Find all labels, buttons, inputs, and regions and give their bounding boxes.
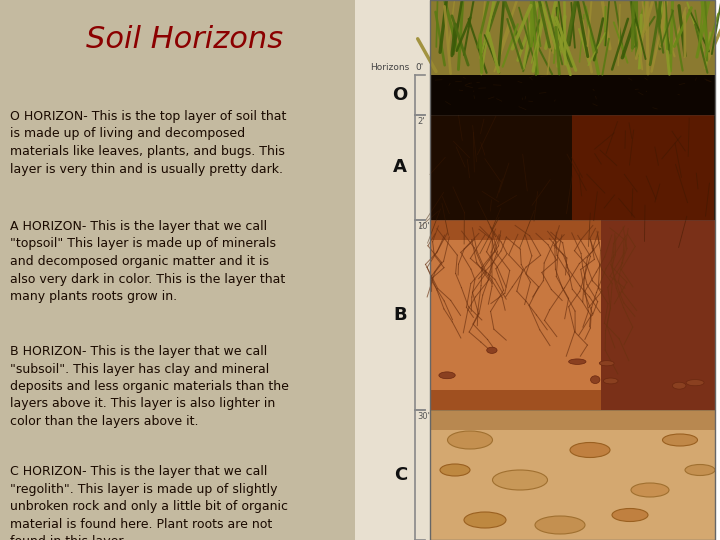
Bar (430, 75, 715, 95)
Ellipse shape (569, 359, 586, 364)
Ellipse shape (570, 442, 610, 457)
Bar (430, 0, 715, 75)
Bar (430, 410, 715, 430)
Bar (355, 0, 720, 540)
Ellipse shape (535, 516, 585, 534)
Text: O HORIZON- This is the top layer of soil that
is made up of living and decompose: O HORIZON- This is the top layer of soil… (10, 110, 287, 176)
Ellipse shape (440, 464, 470, 476)
Text: C: C (394, 466, 407, 484)
Bar (430, 220, 715, 410)
Ellipse shape (590, 376, 600, 383)
Bar (601, 220, 715, 410)
Ellipse shape (631, 483, 669, 497)
Ellipse shape (487, 347, 497, 353)
Text: 0': 0' (415, 63, 423, 72)
Ellipse shape (662, 434, 698, 446)
Ellipse shape (599, 361, 614, 366)
Ellipse shape (685, 464, 715, 476)
Text: O: O (392, 86, 407, 104)
Text: Horizons: Horizons (370, 63, 409, 72)
Ellipse shape (672, 382, 686, 389)
Text: 2': 2' (417, 117, 425, 126)
Ellipse shape (603, 378, 618, 384)
Ellipse shape (612, 509, 648, 522)
Ellipse shape (492, 470, 547, 490)
Text: B: B (393, 306, 407, 324)
Bar (0, 0, 360, 540)
Text: A HORIZON- This is the layer that we call
"topsoil" This layer is made up of min: A HORIZON- This is the layer that we cal… (10, 220, 285, 303)
Bar (430, 75, 715, 115)
Bar (430, 115, 715, 220)
Text: 30': 30' (417, 412, 430, 421)
Text: C HORIZON- This is the layer that we call
"regolith". This layer is made up of s: C HORIZON- This is the layer that we cal… (10, 465, 288, 540)
Bar (572, 115, 714, 220)
Text: 10': 10' (417, 222, 430, 231)
Bar (430, 240, 616, 390)
Text: B HORIZON- This is the layer that we call
"subsoil". This layer has clay and min: B HORIZON- This is the layer that we cal… (10, 345, 289, 428)
Ellipse shape (464, 512, 506, 528)
Bar (430, 410, 715, 540)
Ellipse shape (448, 431, 492, 449)
Text: A: A (393, 159, 407, 177)
Ellipse shape (439, 372, 455, 379)
Bar (355, 0, 435, 540)
Ellipse shape (686, 380, 704, 386)
Text: Soil Horizons: Soil Horizons (86, 25, 284, 54)
Bar (430, 0, 715, 540)
